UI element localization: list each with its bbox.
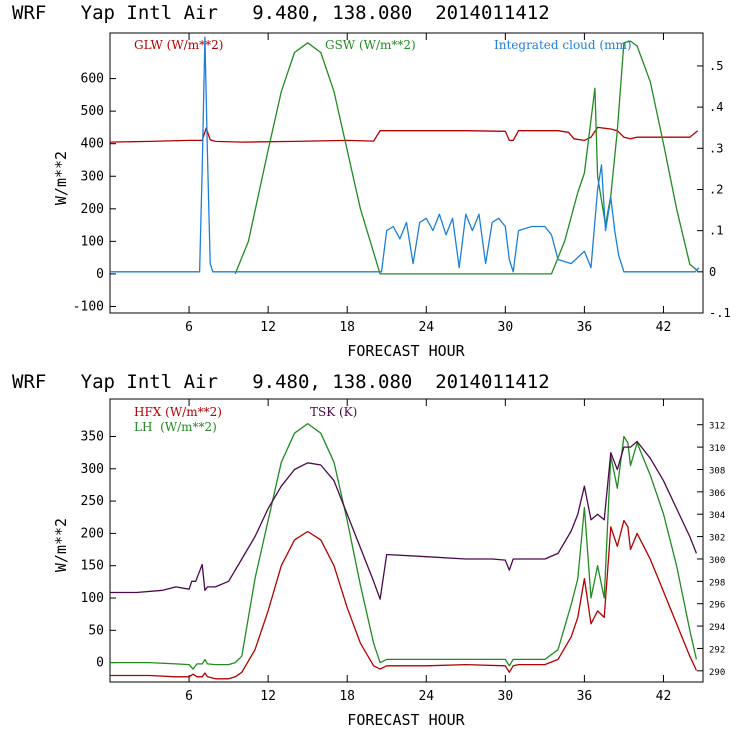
chart-top-x-ticks: 6 12 18 24 30 36 42 <box>185 33 671 335</box>
y-tick-label: 0 <box>96 656 104 671</box>
y2-tick-label: 304 <box>709 511 725 521</box>
x-tick-label: 18 <box>339 320 355 335</box>
y-tick-label: 500 <box>81 104 104 119</box>
legend-glw: GLW (W/m**2) <box>134 38 223 52</box>
y2-tick-label: .5 <box>709 59 723 73</box>
chart-top-series <box>109 36 700 275</box>
y2-tick-label: -.1 <box>709 306 731 320</box>
y-tick-label: -100 <box>73 299 104 314</box>
y-tick-label: 250 <box>81 494 104 509</box>
y2-tick-label: 308 <box>709 466 725 476</box>
y-tick-label: 150 <box>81 559 104 574</box>
x-tick-label: 24 <box>418 689 434 704</box>
y2-tick-label: 0 <box>709 265 716 279</box>
x-tick-label: 30 <box>498 320 514 335</box>
x-tick-label: 30 <box>498 689 514 704</box>
y-tick-label: 100 <box>81 234 104 249</box>
y-tick-label: 400 <box>81 137 104 152</box>
y2-tick-label: 302 <box>709 534 725 544</box>
y2-tick-label: 310 <box>709 444 725 454</box>
legend-tsk: TSK (K) <box>310 405 357 419</box>
y-tick-label: 0 <box>96 267 104 282</box>
chart-top: WRF Yap Intl Air 9.480, 138.080 20140114… <box>12 2 731 360</box>
y-tick-label: 600 <box>81 72 104 87</box>
chart-bottom-y-label: W/m**2 <box>52 518 70 572</box>
chart-top-plot-frame <box>109 32 704 314</box>
y2-tick-label: 292 <box>709 645 725 655</box>
y2-tick-label: 290 <box>709 668 725 678</box>
series-line-hfx <box>110 519 697 680</box>
legend-lh: LH (W/m**2) <box>134 420 217 434</box>
y2-tick-label: 296 <box>709 601 725 611</box>
y2-tick-label: 298 <box>709 578 725 588</box>
y-tick-label: 200 <box>81 202 104 217</box>
x-tick-label: 12 <box>260 320 276 335</box>
y-tick-label: 350 <box>81 429 104 444</box>
y2-tick-label: .3 <box>709 141 723 155</box>
y2-tick-label: .1 <box>709 224 723 238</box>
y-tick-label: 100 <box>81 591 104 606</box>
chart-top-y2-ticks: -.1 0 .1 .2 .3 .4 .5 <box>697 59 731 320</box>
series-line-lh <box>110 422 698 670</box>
y-tick-label: 200 <box>81 526 104 541</box>
x-tick-label: 18 <box>339 689 355 704</box>
chart-bottom: WRF Yap Intl Air 9.480, 138.080 20140114… <box>12 371 725 729</box>
legend-integrated-cloud: Integrated cloud (mm) <box>494 38 632 52</box>
chart-bottom-plot-frame <box>109 398 704 683</box>
y2-tick-label: .2 <box>709 182 723 196</box>
series-line-glw <box>109 126 699 143</box>
chart-top-y-label: W/m**2 <box>52 151 70 205</box>
x-tick-label: 12 <box>260 689 276 704</box>
legend-gsw: GSW (W/m**2) <box>325 38 416 52</box>
y-tick-label: 300 <box>81 169 104 184</box>
x-tick-label: 36 <box>577 689 593 704</box>
legend-hfx: HFX (W/m**2) <box>134 405 222 419</box>
x-tick-label: 36 <box>577 320 593 335</box>
y2-tick-label: .4 <box>709 100 723 114</box>
series-line-tsk <box>110 440 698 600</box>
chart-bottom-x-ticks: 6 12 18 24 30 36 42 <box>185 399 671 704</box>
y2-tick-label: 312 <box>709 422 725 432</box>
series-line-gsw <box>234 40 699 275</box>
y2-tick-label: 300 <box>709 556 725 566</box>
y2-tick-label: 306 <box>709 489 725 499</box>
chart-bottom-series <box>110 422 698 680</box>
chart-top-title: WRF Yap Intl Air 9.480, 138.080 20140114… <box>12 2 550 24</box>
chart-bottom-title: WRF Yap Intl Air 9.480, 138.080 20140114… <box>12 371 550 393</box>
x-tick-label: 42 <box>656 689 672 704</box>
chart-bottom-y2-ticks: 290 292 294 296 298 300 302 304 306 308 310 312 <box>697 422 725 678</box>
x-tick-label: 6 <box>185 320 193 335</box>
y-tick-label: 300 <box>81 462 104 477</box>
chart-top-y-ticks: -100 0 100 200 300 400 500 600 <box>73 72 116 314</box>
x-tick-label: 24 <box>418 320 434 335</box>
chart-bottom-x-label: FORECAST HOUR <box>347 711 465 729</box>
chart-top-x-label: FORECAST HOUR <box>347 342 465 360</box>
x-tick-label: 42 <box>656 320 672 335</box>
y-tick-label: 50 <box>88 623 104 638</box>
chart-bottom-y-ticks: 0 50 100 150 200 250 300 350 <box>81 429 116 671</box>
y2-tick-label: 294 <box>709 623 725 633</box>
x-tick-label: 6 <box>185 689 193 704</box>
series-line-integrated-cloud <box>110 36 700 273</box>
